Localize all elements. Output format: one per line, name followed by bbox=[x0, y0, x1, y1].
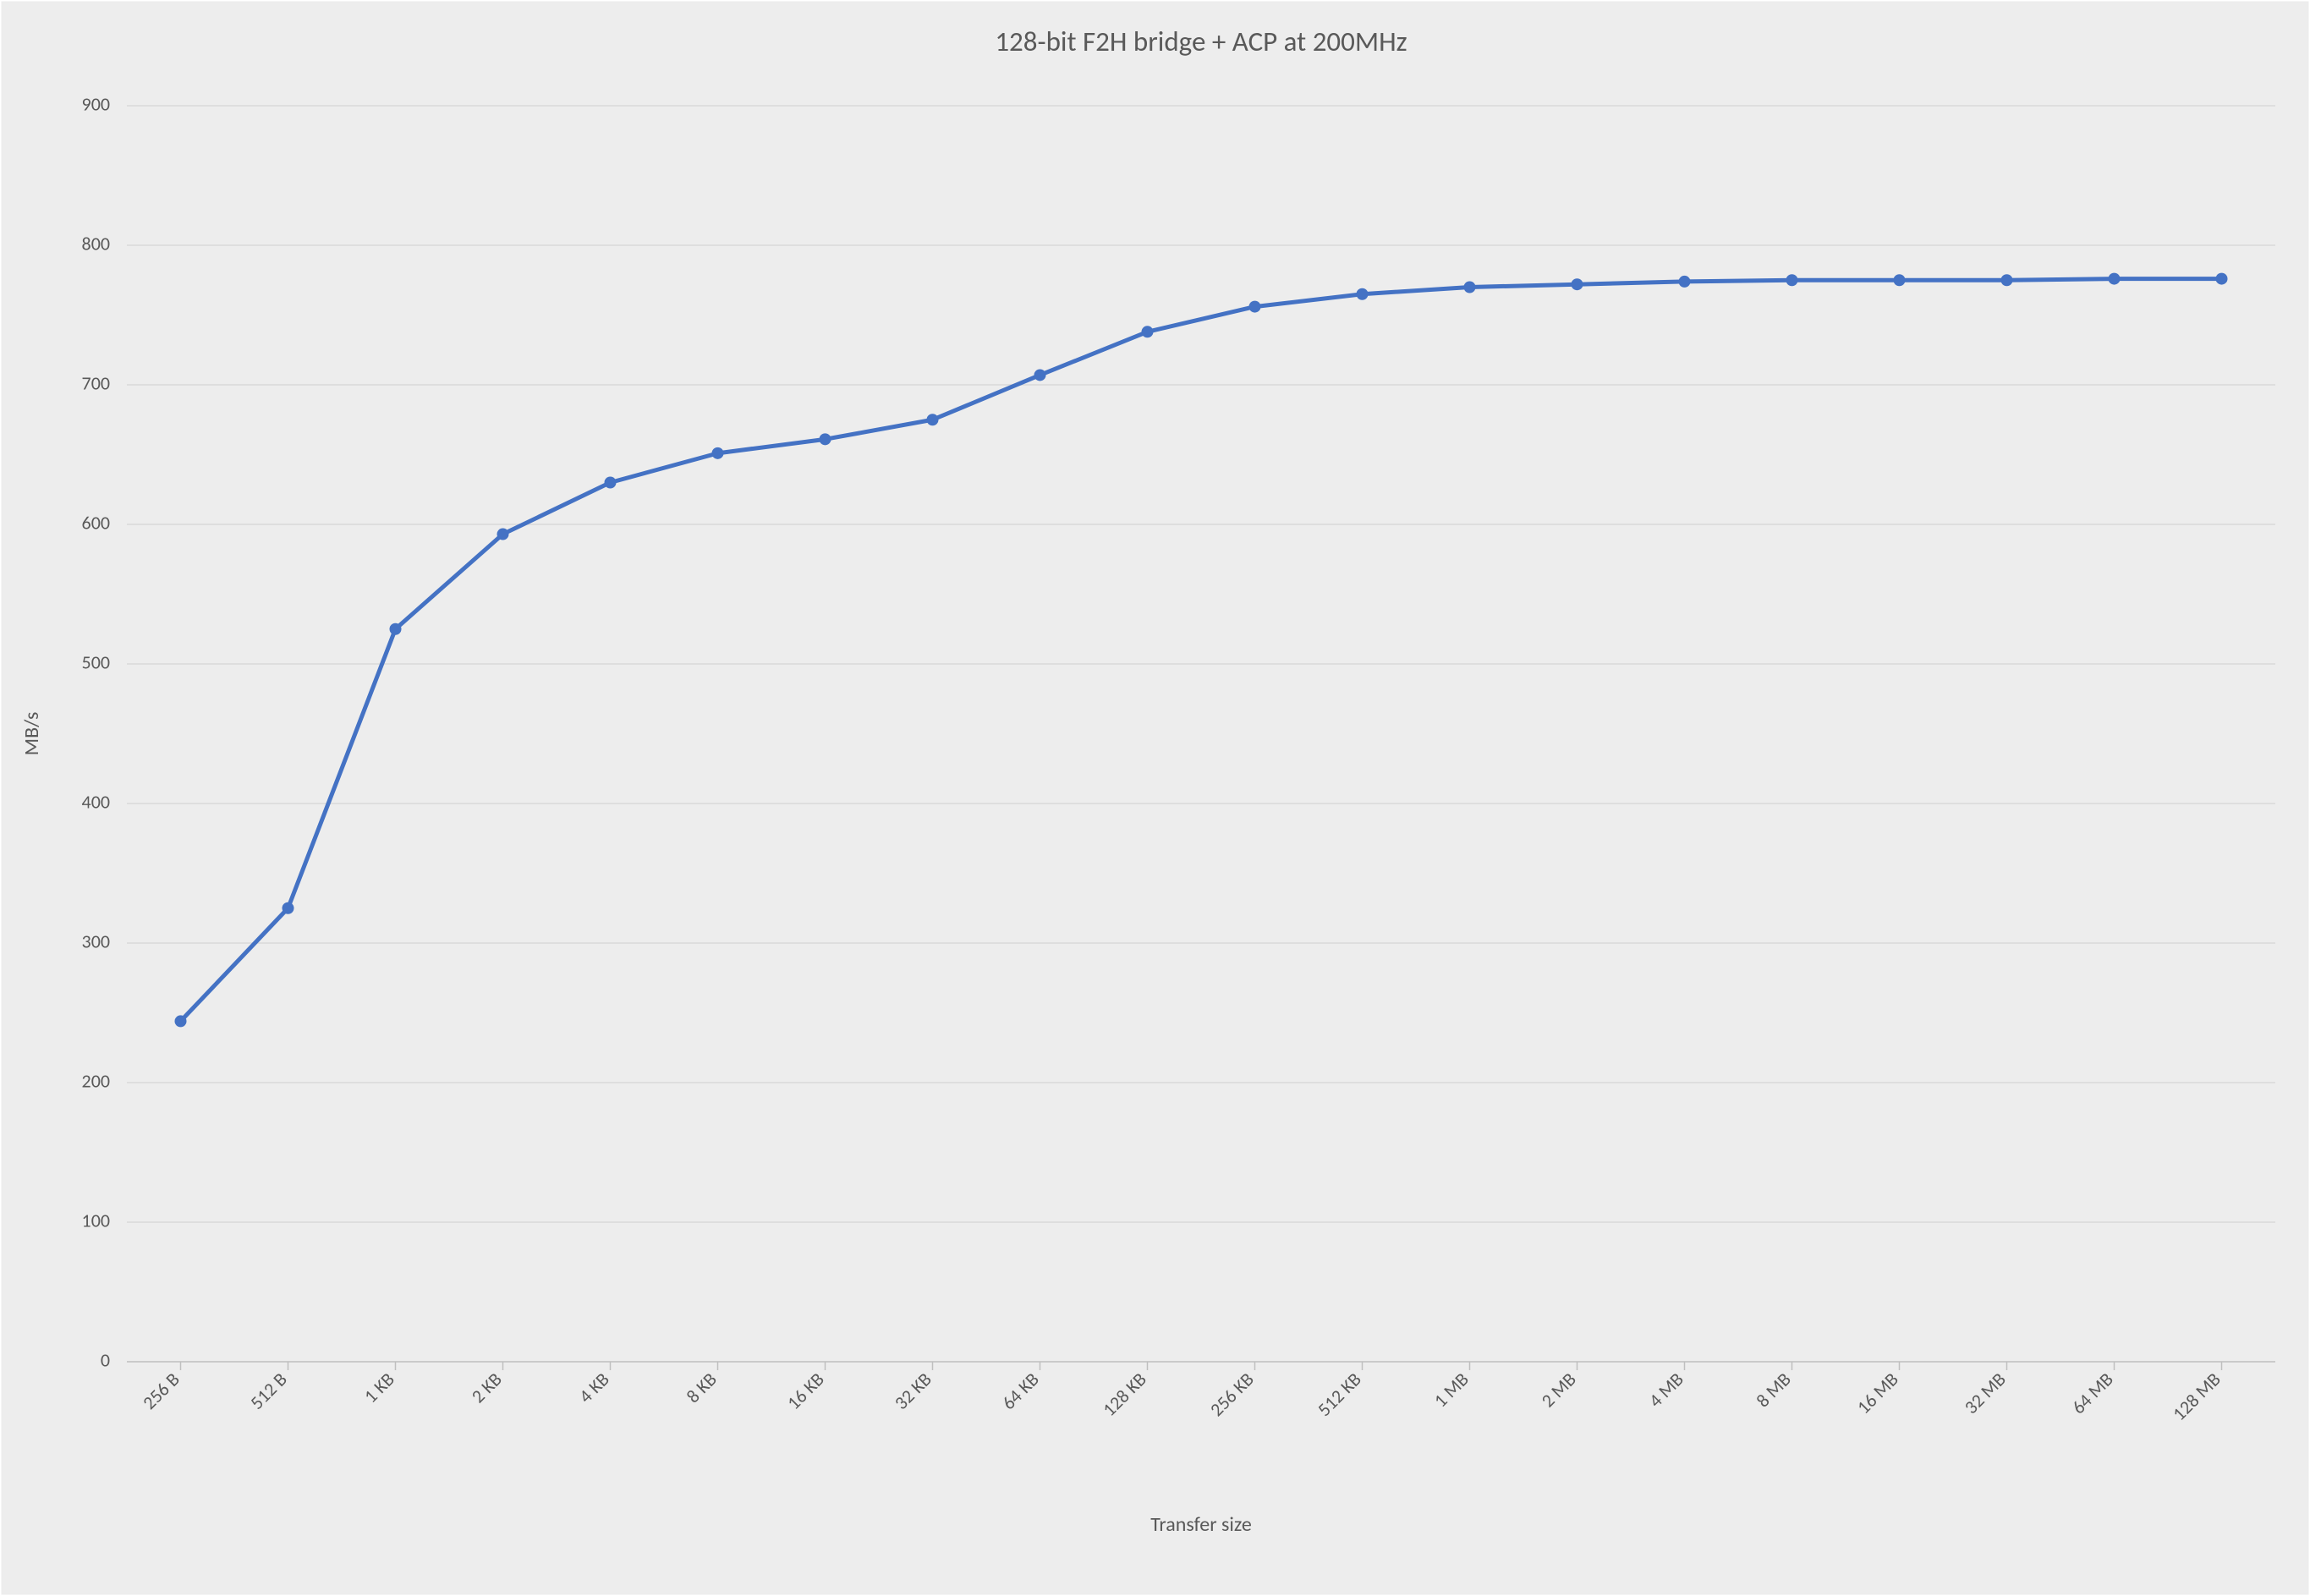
y-tick-label: 300 bbox=[82, 930, 110, 952]
data-marker bbox=[1464, 282, 1476, 293]
chart-title: 128-bit F2H bridge + ACP at 200MHz bbox=[995, 25, 1407, 58]
y-tick-label: 900 bbox=[82, 92, 110, 115]
data-marker bbox=[820, 433, 831, 445]
data-marker bbox=[1679, 276, 1691, 288]
y-tick-label: 400 bbox=[82, 790, 110, 813]
data-marker bbox=[2109, 273, 2121, 285]
data-marker bbox=[1034, 369, 1046, 381]
data-marker bbox=[712, 447, 724, 459]
data-marker bbox=[390, 623, 402, 635]
data-marker bbox=[927, 414, 939, 425]
data-marker bbox=[283, 902, 294, 914]
data-marker bbox=[1894, 274, 1906, 286]
data-marker bbox=[1786, 274, 1798, 286]
y-axis-title: MB/s bbox=[19, 712, 44, 756]
y-tick-label: 500 bbox=[82, 650, 110, 673]
x-axis-title: Transfer size bbox=[1150, 1512, 1252, 1537]
data-marker bbox=[1142, 326, 1154, 337]
chart-background bbox=[0, 0, 2310, 1596]
data-marker bbox=[1249, 301, 1261, 313]
y-tick-label: 600 bbox=[82, 511, 110, 534]
y-tick-label: 100 bbox=[82, 1209, 110, 1231]
data-marker bbox=[605, 477, 617, 489]
chart-container: 0100200300400500600700800900256 B512 B1 … bbox=[0, 0, 2310, 1596]
y-tick-label: 200 bbox=[82, 1069, 110, 1092]
data-marker bbox=[2216, 273, 2228, 285]
y-tick-label: 800 bbox=[82, 232, 110, 255]
y-tick-label: 700 bbox=[82, 371, 110, 394]
data-marker bbox=[1357, 288, 1369, 300]
data-marker bbox=[175, 1015, 187, 1027]
data-marker bbox=[2001, 274, 2013, 286]
data-marker bbox=[497, 529, 509, 540]
line-chart-svg: 0100200300400500600700800900256 B512 B1 … bbox=[0, 0, 2310, 1596]
y-tick-label: 0 bbox=[101, 1348, 110, 1371]
data-marker bbox=[1572, 278, 1583, 290]
